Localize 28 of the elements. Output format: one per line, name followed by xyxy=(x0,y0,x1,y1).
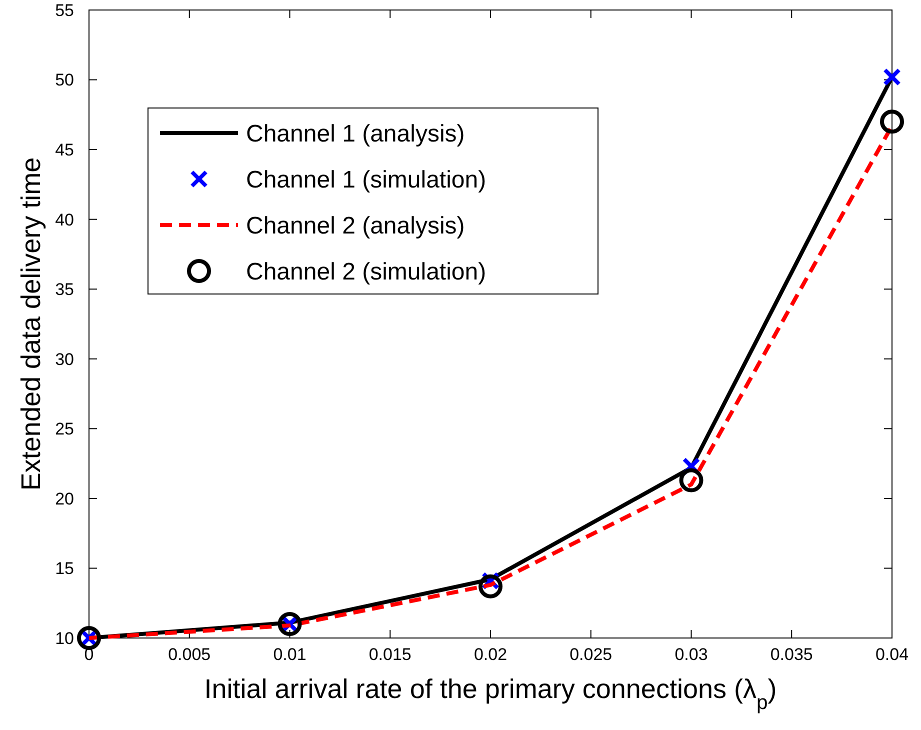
legend-label: Channel 2 (analysis) xyxy=(246,212,465,240)
x-tick-label: 0.035 xyxy=(770,645,813,664)
x-tick-label: 0.04 xyxy=(875,645,909,664)
y-axis-title: Extended data delivery time xyxy=(16,157,46,491)
point xyxy=(478,574,502,598)
y-tick-label: 45 xyxy=(55,140,74,160)
x-tick-label: 0.015 xyxy=(368,645,412,664)
legend-label: Channel 2 (simulation) xyxy=(246,258,486,286)
point xyxy=(883,68,901,86)
y-tick-label: 35 xyxy=(55,280,74,300)
x-tick-label: 0.025 xyxy=(570,645,612,664)
x-tick-label: 0.005 xyxy=(168,645,211,664)
y-tick-label: 50 xyxy=(55,70,74,90)
y-tick-label: 10 xyxy=(55,628,74,648)
y-tick-label: 40 xyxy=(55,210,74,230)
y-tick-label: 55 xyxy=(55,0,74,20)
y-tick-label: 30 xyxy=(55,350,74,369)
y-tick-label: 25 xyxy=(55,420,74,439)
x-tick-label: 0.01 xyxy=(273,645,306,664)
y-tick-label: 15 xyxy=(55,559,74,578)
x-tick-label: 0.03 xyxy=(674,645,708,664)
x-axis-title: Initial arrival rate of the primary connections (λ$_{p}$) xyxy=(204,674,777,714)
x-tick-label: 0.02 xyxy=(474,645,508,664)
point xyxy=(880,110,904,134)
legend-label: Channel 1 (analysis) xyxy=(246,120,465,148)
point xyxy=(679,468,704,492)
y-tick-label: 20 xyxy=(55,489,74,508)
legend-label: Channel 1 (simulation) xyxy=(246,166,486,194)
